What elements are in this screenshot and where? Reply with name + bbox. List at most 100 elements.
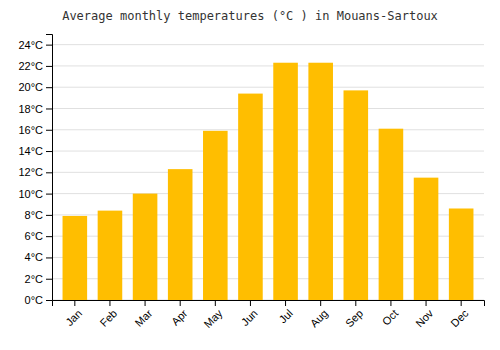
x-tick: Nov bbox=[413, 300, 436, 329]
y-tick-mark bbox=[46, 151, 52, 152]
y-tick-label: 20°C bbox=[18, 81, 43, 93]
x-tick-mark bbox=[250, 300, 251, 306]
x-tick-mark bbox=[355, 300, 356, 306]
title: Average monthly temperatures (°C ) in Mo… bbox=[62, 9, 438, 23]
y-tick-label: 8°C bbox=[25, 209, 44, 221]
x-tick-label: Feb bbox=[97, 307, 119, 329]
x-tick-label: Jul bbox=[276, 307, 294, 325]
bar bbox=[273, 63, 298, 300]
x-tick: Sep bbox=[343, 300, 365, 329]
x-tick: Aug bbox=[308, 300, 330, 329]
x-tick-mark bbox=[390, 300, 391, 306]
bar bbox=[414, 178, 439, 300]
grid-line bbox=[52, 151, 484, 152]
grid-line bbox=[52, 129, 484, 130]
plot-area: 0°C 2°C 4°C 6°C 8°C 10°C 12°C 14°C 16°C 18°C 20°C 2… bbox=[18, 35, 484, 331]
x-tick: May bbox=[201, 300, 225, 330]
x-tick-label: Sep bbox=[343, 307, 365, 329]
y-tick-mark bbox=[46, 300, 52, 301]
y-tick-mark bbox=[46, 236, 52, 237]
y-tick: 16°C bbox=[18, 124, 52, 136]
x-tick-label: Mar bbox=[133, 307, 155, 329]
y-tick: 18°C bbox=[18, 103, 52, 115]
x-tick-label: Dec bbox=[448, 307, 471, 330]
y-tick-label: 12°C bbox=[18, 166, 43, 178]
y-tick-label: 2°C bbox=[25, 273, 44, 285]
grid-line bbox=[52, 65, 484, 66]
y-tick-mark bbox=[46, 130, 52, 131]
y-tick-label: 16°C bbox=[18, 124, 43, 136]
x-tick: Jul bbox=[276, 300, 294, 326]
y-tick: 4°C bbox=[25, 251, 52, 263]
y-tick-mark bbox=[46, 87, 52, 88]
y-tick-mark bbox=[46, 108, 52, 109]
grid-line bbox=[52, 172, 484, 173]
y-tick: 20°C bbox=[18, 81, 52, 93]
bar bbox=[449, 208, 474, 300]
x-tick-mark bbox=[426, 300, 427, 306]
y-axis-line bbox=[46, 35, 53, 301]
bar bbox=[168, 169, 193, 300]
y-tick: 6°C bbox=[25, 230, 52, 242]
bar bbox=[344, 90, 369, 300]
bar bbox=[63, 216, 88, 300]
y-tick: 2°C bbox=[25, 273, 52, 285]
x-tick-mark bbox=[145, 300, 146, 306]
y-tick-label: 0°C bbox=[25, 294, 44, 306]
y-tick: 10°C bbox=[18, 188, 52, 200]
x-tick-label: Oct bbox=[380, 307, 401, 328]
y-tick-label: 6°C bbox=[25, 230, 44, 242]
grid-line bbox=[52, 108, 484, 109]
y-tick-label: 10°C bbox=[18, 188, 43, 200]
x-tick: Feb bbox=[97, 300, 119, 329]
grid-line bbox=[52, 87, 484, 88]
x-tick-label: Apr bbox=[169, 307, 190, 328]
x-tick: Jan bbox=[63, 300, 84, 328]
x-tick-label: Nov bbox=[413, 307, 436, 330]
y-tick: 8°C bbox=[25, 209, 52, 221]
bars bbox=[63, 63, 474, 300]
x-tick-mark bbox=[74, 300, 75, 306]
y-tick-label: 18°C bbox=[18, 103, 43, 115]
bar bbox=[238, 94, 263, 300]
x-tick-mark bbox=[109, 300, 110, 306]
bar bbox=[133, 194, 158, 300]
x-tick: Apr bbox=[169, 300, 190, 328]
bar bbox=[379, 129, 404, 300]
y-tick-mark bbox=[46, 215, 52, 216]
y-tick: 24°C bbox=[18, 39, 52, 51]
y-tick-mark bbox=[46, 257, 52, 258]
y-tick-mark bbox=[46, 45, 52, 46]
x-tick-label: Jan bbox=[63, 307, 84, 328]
x-tick-label: May bbox=[201, 307, 225, 331]
x-tick-mark bbox=[285, 300, 286, 306]
y-tick: 0°C bbox=[25, 294, 52, 306]
x-tick: Jun bbox=[239, 300, 260, 328]
x-tick: Mar bbox=[133, 300, 155, 329]
bar bbox=[203, 131, 228, 300]
bar bbox=[308, 63, 333, 300]
bar bbox=[98, 211, 123, 300]
y-tick: 14°C bbox=[18, 145, 52, 157]
y-tick: 22°C bbox=[18, 60, 52, 72]
x-tick-mark bbox=[180, 300, 181, 306]
x-axis: Jan Feb Mar Apr May Jun Jul Aug Sep Oct Nov Dec bbox=[53, 300, 485, 330]
y-tick-mark bbox=[46, 66, 52, 67]
x-tick-mark bbox=[461, 300, 462, 306]
grid bbox=[52, 45, 484, 300]
chart: 0°C 2°C 4°C 6°C 8°C 10°C 12°C 14°C 16°C 18°C 20°C 2… bbox=[0, 0, 500, 350]
x-tick-label: Aug bbox=[308, 307, 330, 329]
x-axis-line bbox=[53, 301, 485, 307]
x-tick-mark bbox=[320, 300, 321, 306]
y-tick-label: 22°C bbox=[18, 60, 43, 72]
x-tick: Oct bbox=[380, 300, 401, 328]
y-tick-mark bbox=[46, 172, 52, 173]
y-tick-mark bbox=[46, 194, 52, 195]
x-tick-label: Jun bbox=[239, 307, 260, 328]
y-axis: 0°C 2°C 4°C 6°C 8°C 10°C 12°C 14°C 16°C 18°C 20°C 2… bbox=[18, 35, 52, 307]
x-tick: Dec bbox=[448, 300, 471, 329]
y-tick-label: 14°C bbox=[18, 145, 43, 157]
y-tick-label: 24°C bbox=[18, 39, 43, 51]
y-tick: 12°C bbox=[18, 166, 52, 178]
grid-line bbox=[52, 44, 484, 45]
